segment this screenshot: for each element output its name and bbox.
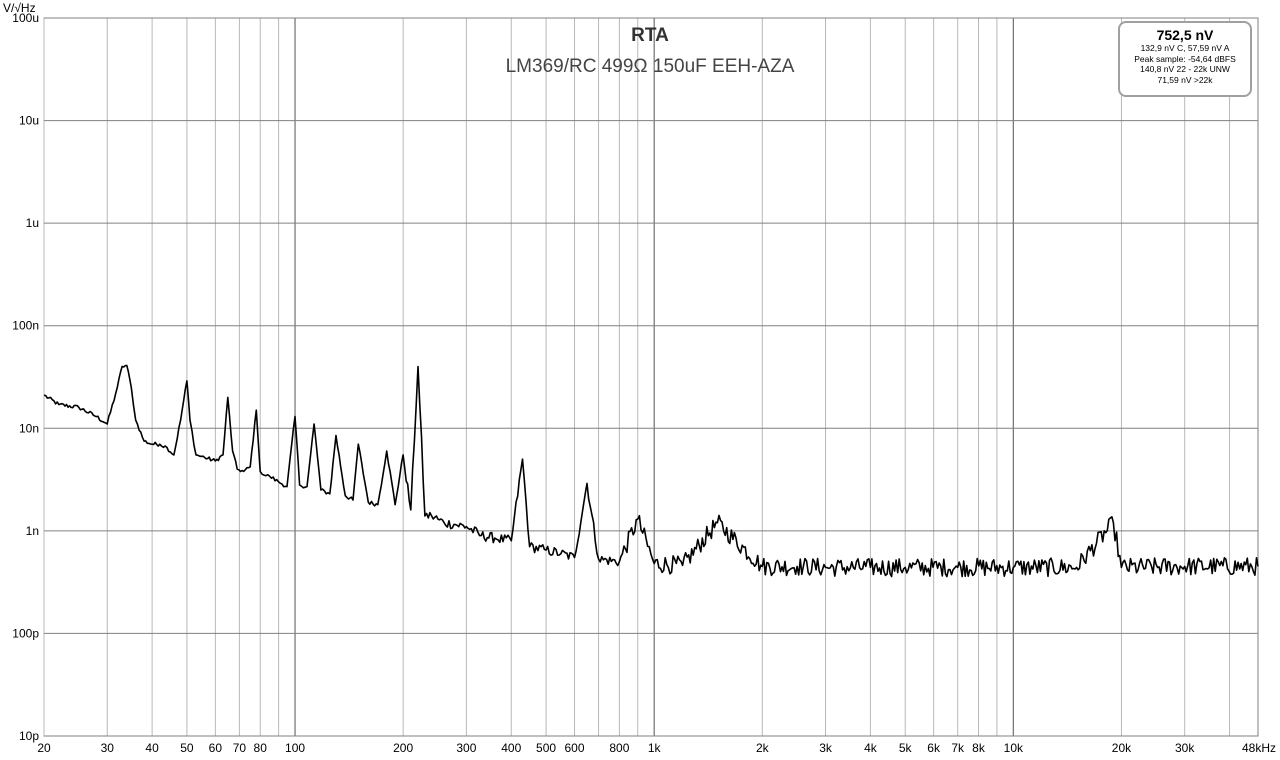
x-tick-label: 5k (899, 741, 913, 755)
x-tick-label: 30 (101, 741, 115, 755)
grid (43, 17, 1258, 737)
x-tick-label: 400 (501, 741, 521, 755)
x-tick-label: 30k (1175, 741, 1195, 755)
x-tick-label: 48kHz (1242, 741, 1276, 755)
y-tick-label: 100n (12, 319, 39, 333)
x-tick-label: 40 (145, 741, 159, 755)
total-noise-value: 752,5 nV (1156, 27, 1214, 43)
x-tick-label: 800 (609, 741, 629, 755)
x-tick-label: 70 (233, 741, 247, 755)
chart-title: RTA (631, 25, 669, 46)
x-tick-label: 3k (819, 741, 833, 755)
x-tick-label: 200 (393, 741, 413, 755)
x-tick-label: 600 (564, 741, 584, 755)
y-axis-tick-labels: 100u 10u 1u 100n 10n 1n 100p 10p (12, 11, 39, 743)
y-tick-label: 100p (12, 626, 39, 640)
x-tick-label: 300 (456, 741, 476, 755)
above-22k-noise-line: 71,59 nV >22k (1157, 74, 1213, 85)
x-tick-label: 4k (864, 741, 878, 755)
y-tick-label: 1n (26, 524, 39, 538)
y-tick-label: 1u (26, 216, 39, 230)
y-axis-unit-label: V/√Hz (3, 1, 36, 15)
y-tick-label: 10n (19, 421, 39, 435)
y-tick-label: 10u (19, 114, 39, 128)
x-tick-label: 20 (37, 741, 51, 755)
y-tick-label: 10p (19, 729, 39, 743)
x-tick-label: 1k (648, 741, 662, 755)
x-tick-label: 10k (1004, 741, 1024, 755)
x-axis-tick-labels: 20 30 40 50 60 70 80 100 200 300 400 500 600 800 1k 2k 3… (37, 741, 1276, 755)
x-tick-label: 2k (756, 741, 770, 755)
chart-subtitle: LM369/RC 499Ω 150uF EEH-AZA (506, 56, 795, 77)
x-tick-label: 60 (209, 741, 223, 755)
peak-sample-line: Peak sample: -54,64 dBFS (1134, 53, 1236, 64)
x-tick-label: 500 (536, 741, 556, 755)
spectrum-trace (43, 364, 1259, 578)
weighted-noise-line: 132,9 nV C, 57,59 nV A (1140, 43, 1230, 53)
x-tick-label: 20k (1112, 741, 1132, 755)
unweighted-noise-line: 140,8 nV 22 - 22k UNW (1140, 64, 1230, 74)
measurement-summary-box: 752,5 nV 132,9 nV C, 57,59 nV A Peak sam… (1118, 21, 1252, 97)
y-tick-label: 100u (12, 11, 39, 25)
x-tick-label: 7k (951, 741, 965, 755)
x-tick-label: 8k (972, 741, 986, 755)
plot-area (43, 17, 1259, 737)
x-tick-label: 50 (180, 741, 194, 755)
x-tick-label: 6k (927, 741, 941, 755)
x-tick-label: 80 (254, 741, 268, 755)
x-tick-label: 100 (285, 741, 305, 755)
